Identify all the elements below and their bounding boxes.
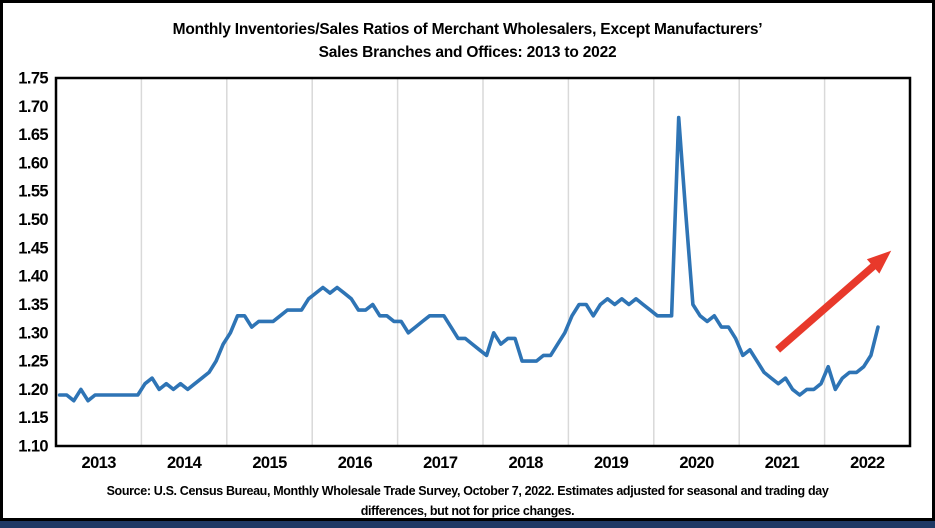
y-axis-tick-label: 1.65 (18, 126, 48, 144)
source-note-line2: differences, but not for price changes. (360, 504, 575, 518)
source-note-line1: Source: U.S. Census Bureau, Monthly Whol… (106, 484, 829, 498)
y-axis-tick-label: 1.70 (18, 98, 48, 116)
y-axis-tick-label: 1.50 (18, 211, 48, 229)
y-axis-tick-label: 1.10 (18, 438, 48, 456)
y-axis-tick-label: 1.25 (18, 353, 48, 371)
x-axis-tick-label: 2018 (509, 454, 544, 472)
x-axis-tick-label: 2020 (679, 454, 714, 472)
x-axis-tick-label: 2013 (82, 454, 117, 472)
y-axis-tick-label: 1.40 (18, 268, 48, 286)
y-axis-tick-label: 1.35 (18, 296, 48, 314)
chart-title: Monthly Inventories/Sales Ratios of Merc… (0, 18, 935, 64)
y-axis-tick-label: 1.20 (18, 381, 48, 399)
x-axis-tick-label: 2016 (338, 454, 373, 472)
y-axis-tick-label: 1.30 (18, 324, 48, 342)
y-axis-tick-label: 1.60 (18, 154, 48, 172)
x-axis-tick-label: 2021 (765, 454, 800, 472)
y-axis-tick-label: 1.75 (18, 70, 48, 88)
trend-arrow-shaft (775, 260, 879, 353)
inventories-sales-ratio-line (57, 115, 880, 403)
x-axis-tick-label: 2017 (423, 454, 458, 472)
x-axis-tick-label: 2022 (850, 454, 885, 472)
y-axis-tick-label: 1.15 (18, 409, 48, 427)
x-axis-tick-label: 2019 (594, 454, 629, 472)
plot-frame (54, 76, 912, 448)
chart-title-line1: Monthly Inventories/Sales Ratios of Merc… (172, 21, 763, 38)
chart-title-line2: Sales Branches and Offices: 2013 to 2022 (318, 44, 617, 61)
source-note: Source: U.S. Census Bureau, Monthly Whol… (0, 481, 935, 521)
trend-arrow-head (866, 250, 892, 274)
x-axis-tick-label: 2015 (252, 454, 287, 472)
bottom-accent-bar (0, 521, 935, 528)
y-axis-tick-label: 1.45 (18, 239, 48, 257)
y-axis-tick-label: 1.55 (18, 183, 48, 201)
x-axis-tick-label: 2014 (167, 454, 203, 472)
